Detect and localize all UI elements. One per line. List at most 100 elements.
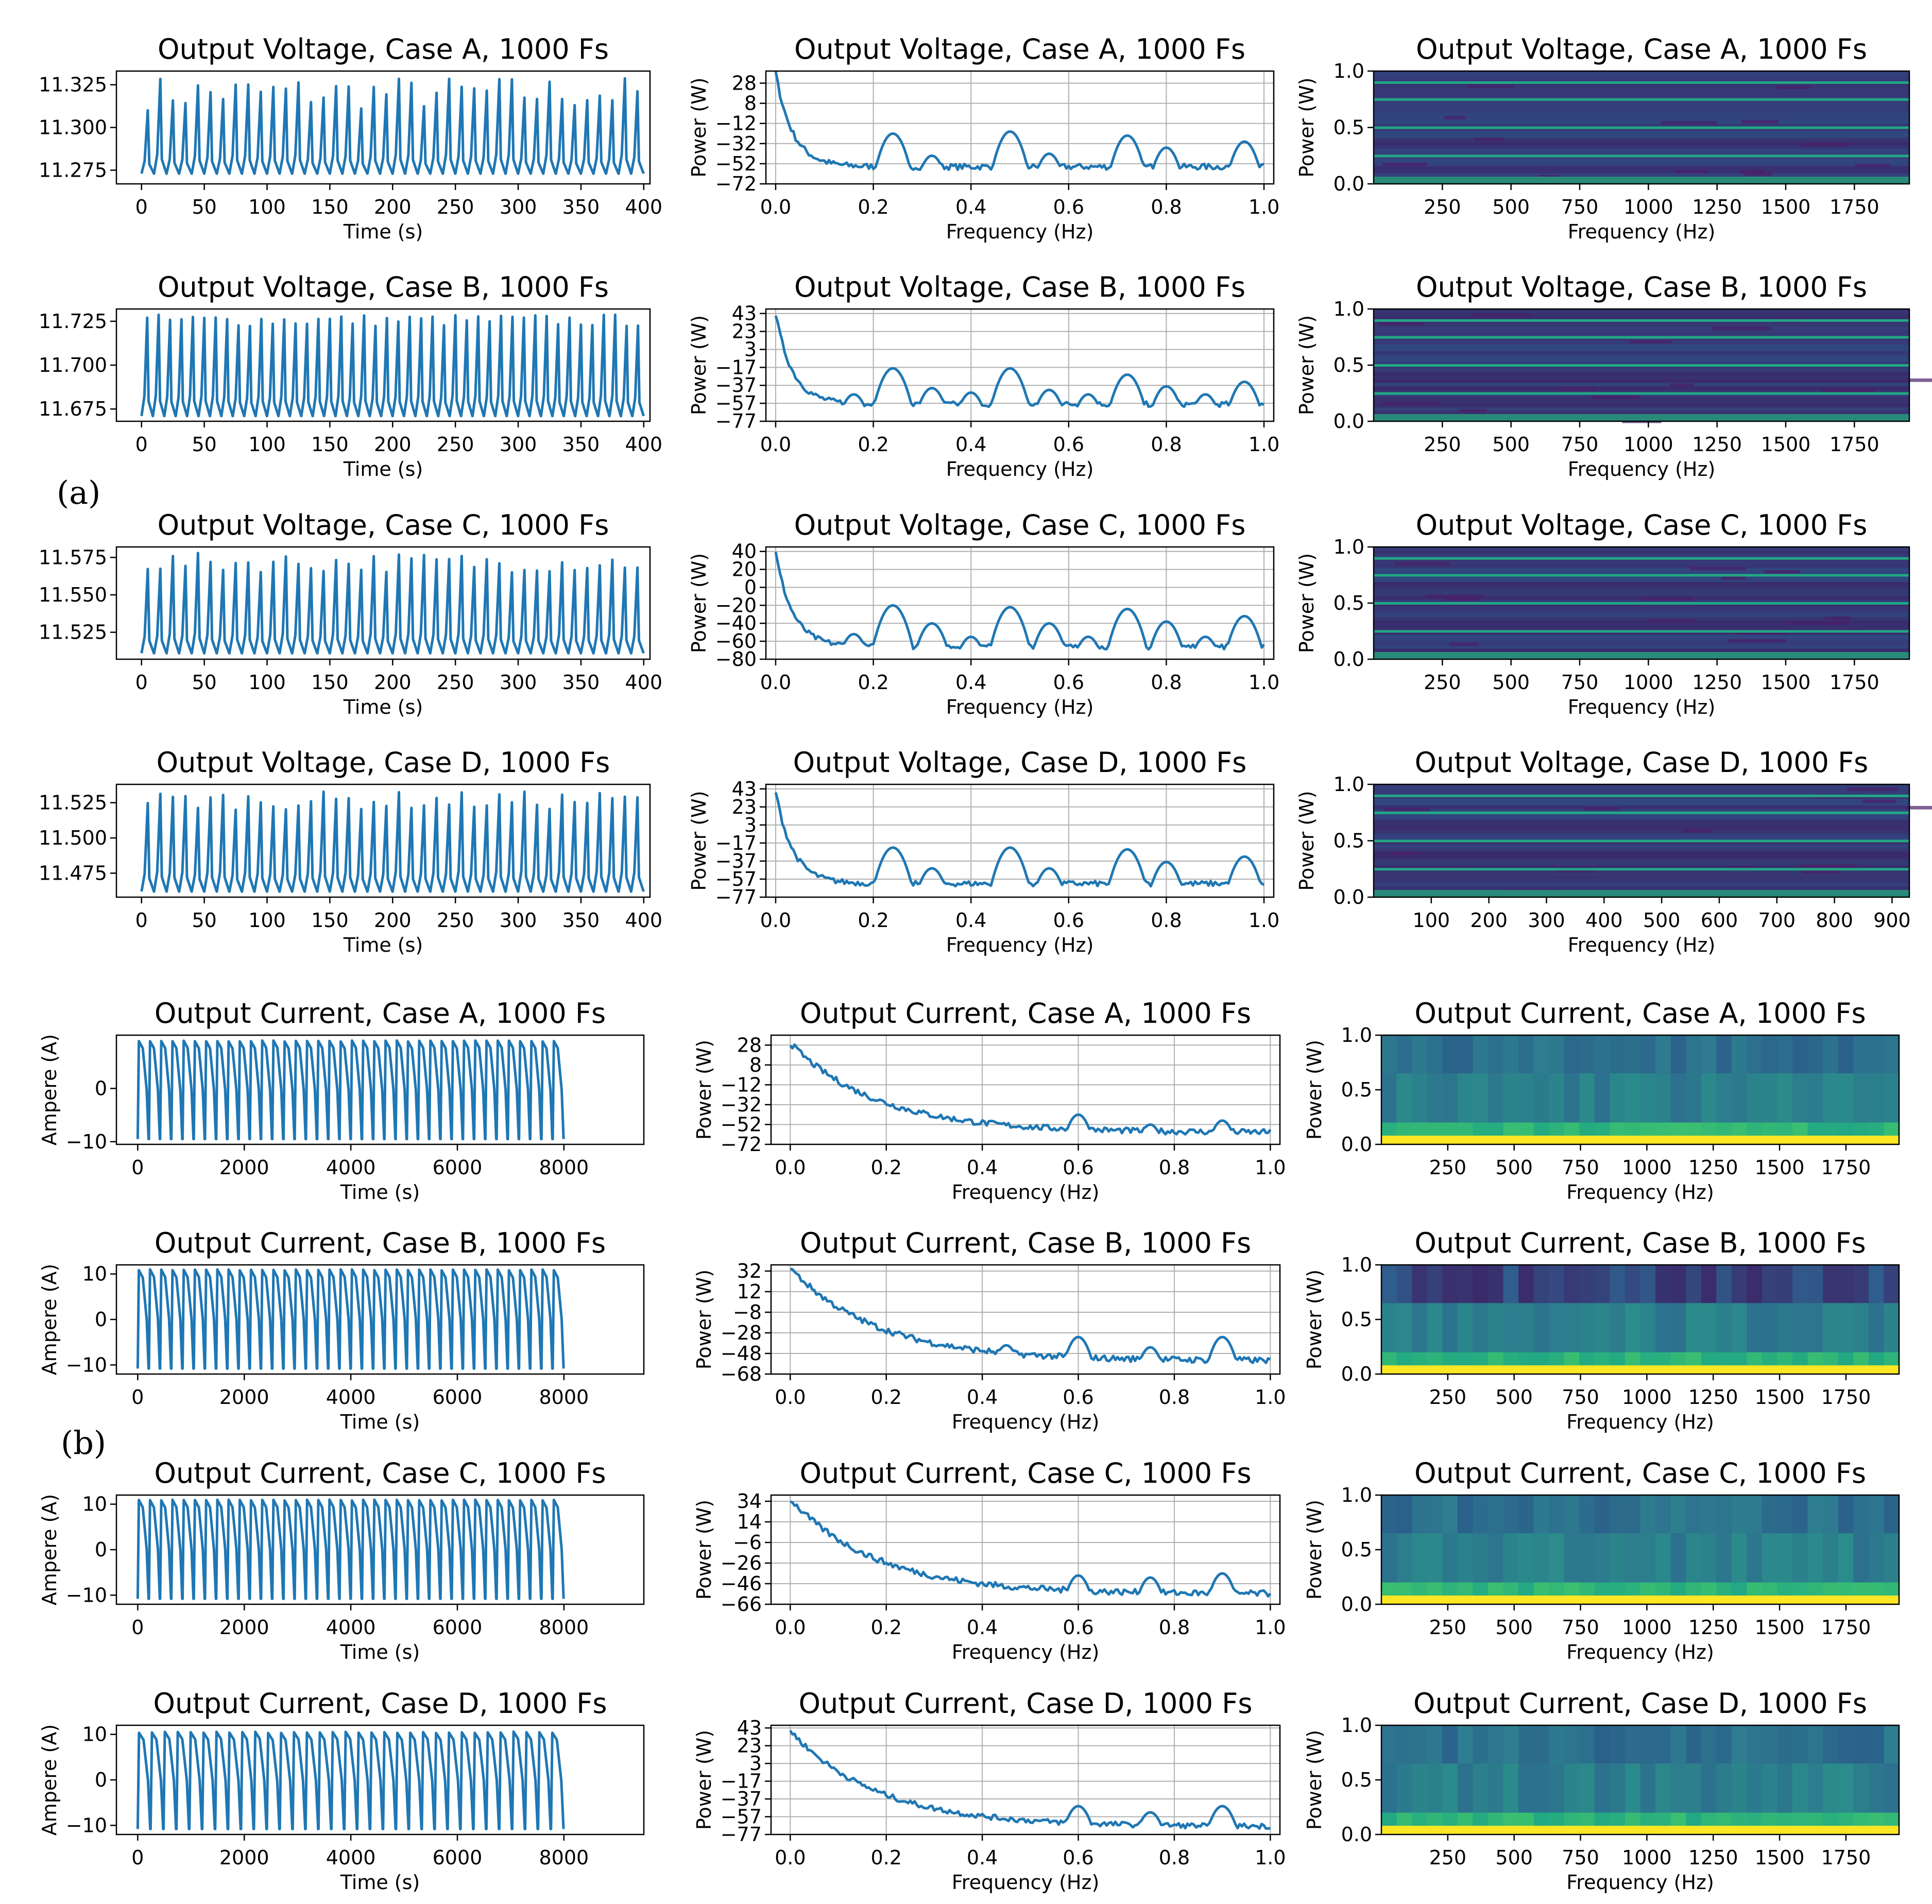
spectrogram-column [1533, 1725, 1549, 1764]
y-tick-label: 1.0 [1333, 298, 1364, 320]
spectrogram-floor [1374, 652, 1909, 659]
chart-title: Output Current, Case B, 1000 Fs [800, 1227, 1251, 1259]
spectrogram-band [1374, 379, 1909, 383]
chart-time: Output Voltage, Case B, 1000 Fs 0 50 100 150… [39, 271, 662, 481]
spectrogram-column [1762, 1035, 1778, 1074]
spectrogram-column [1640, 1812, 1656, 1826]
spectrogram-column [1381, 1812, 1397, 1826]
spectrogram-patch [1739, 631, 1790, 635]
spectrogram-patch [1556, 869, 1597, 873]
x-tick-label: 500 [1495, 1386, 1533, 1409]
x-tick-label: 400 [625, 196, 663, 218]
x-tick-label: 0.4 [955, 909, 986, 932]
y-axis-label: Power (W) [1303, 1730, 1326, 1830]
plot-frame [1380, 1494, 1900, 1605]
x-axis-label: Time (s) [340, 1871, 420, 1894]
spectrogram-column [1762, 1122, 1778, 1136]
spectrogram-band [1374, 330, 1909, 334]
spectrogram-column [1473, 1812, 1489, 1826]
spectrogram-column [1579, 1352, 1595, 1366]
spectrogram-column [1533, 1265, 1549, 1303]
spectrogram-column [1549, 1073, 1565, 1123]
spectrogram-column [1488, 1122, 1503, 1136]
spectrogram-column [1610, 1122, 1626, 1136]
spectrogram-band [1374, 127, 1909, 131]
spectrogram-band [1374, 99, 1909, 104]
spectrogram-column [1807, 1495, 1823, 1534]
y-tick-label: −12 [715, 112, 757, 135]
chart-title: Output Voltage, Case B, 1000 Fs [158, 271, 609, 303]
spectrogram-band [1374, 102, 1909, 107]
spectrogram-band [1374, 627, 1909, 631]
y-tick-label: −48 [721, 1342, 762, 1365]
spectrogram-column [1670, 1582, 1686, 1596]
x-tick-label: 750 [1562, 1156, 1599, 1179]
spectrogram-column [1747, 1265, 1763, 1303]
plot-frame [115, 1494, 645, 1605]
x-tick-label: 300 [500, 196, 537, 218]
spectrogram-column [1518, 1122, 1534, 1136]
spectrogram-column [1549, 1352, 1565, 1366]
y-tick-label: −57 [715, 868, 757, 890]
spectrogram-column [1610, 1035, 1626, 1074]
x-tick-label: 200 [374, 909, 412, 932]
spectrogram-column [1640, 1303, 1656, 1352]
y-tick-label: 11.550 [39, 584, 107, 606]
spectrogram-column [1747, 1812, 1763, 1826]
x-tick-label: 0 [131, 1616, 144, 1639]
spectrogram-column [1396, 1122, 1412, 1136]
x-axis-label: Time (s) [343, 458, 423, 481]
spectrogram-band [1374, 798, 1909, 802]
spectrogram-band [1374, 110, 1909, 114]
spectrogram-column [1670, 1035, 1686, 1074]
spectrogram-column [1442, 1303, 1458, 1352]
spectrogram-band [1374, 386, 1909, 390]
x-tick-label: 0.2 [858, 433, 888, 456]
spectrogram-column [1610, 1303, 1626, 1352]
spectrogram-column [1533, 1582, 1549, 1596]
spectrogram-band [1374, 389, 1909, 393]
x-tick-label: 500 [1495, 1616, 1533, 1639]
x-axis-label: Frequency (Hz) [952, 1181, 1100, 1204]
spectrogram-column [1838, 1303, 1854, 1352]
x-tick-label: 8000 [539, 1386, 589, 1409]
y-tick-label: −66 [721, 1593, 762, 1616]
spectrogram-column [1731, 1763, 1747, 1813]
spectrogram-column [1381, 1763, 1397, 1813]
spectrogram-column [1579, 1582, 1595, 1596]
x-tick-label: 0.6 [1063, 1156, 1093, 1179]
spectrogram-line [1374, 557, 1909, 560]
spectrogram-column [1670, 1495, 1686, 1534]
spectrogram-column [1594, 1812, 1610, 1826]
spectrogram-column [1503, 1582, 1519, 1596]
chart-time: Output Voltage, Case D, 1000 Fs 0 50 100 150… [39, 746, 662, 956]
spectrogram-column [1807, 1265, 1823, 1303]
spectrogram-column [1533, 1763, 1549, 1813]
spectrogram-column [1518, 1582, 1534, 1596]
x-tick-label: 0.4 [967, 1846, 998, 1869]
y-tick-label: 0 [744, 576, 757, 598]
spectrogram-column [1777, 1763, 1793, 1813]
x-tick-label: 1250 [1688, 1616, 1738, 1639]
spectrogram-band [1374, 113, 1909, 117]
plot-frame [115, 1034, 645, 1145]
spectrogram-column [1594, 1763, 1610, 1813]
chart-title: Output Voltage, Case C, 1000 Fs [158, 509, 609, 541]
y-tick-label: 20 [732, 558, 757, 581]
spectrogram-column [1625, 1122, 1640, 1136]
x-tick-label: 750 [1561, 433, 1599, 456]
x-tick-label: 1500 [1761, 196, 1811, 218]
spectrogram-band [1374, 886, 1909, 890]
x-tick-label: 500 [1495, 1156, 1533, 1179]
spectrogram-patch [1745, 172, 1773, 176]
spectrogram-patch [1846, 787, 1899, 791]
spectrogram-patch [1425, 594, 1485, 598]
spectrogram-column [1747, 1582, 1763, 1596]
y-tick-label: 11.475 [39, 862, 107, 884]
chart-time: Output Current, Case A, 1000 Fs 0 2000 4000… [38, 997, 645, 1204]
x-tick-label: 0.8 [1151, 671, 1182, 694]
spectrogram-column [1503, 1495, 1519, 1534]
spectrogram-column [1868, 1265, 1884, 1303]
y-tick-label: 0.5 [1333, 592, 1364, 614]
y-axis-label: Power (W) [688, 553, 710, 653]
